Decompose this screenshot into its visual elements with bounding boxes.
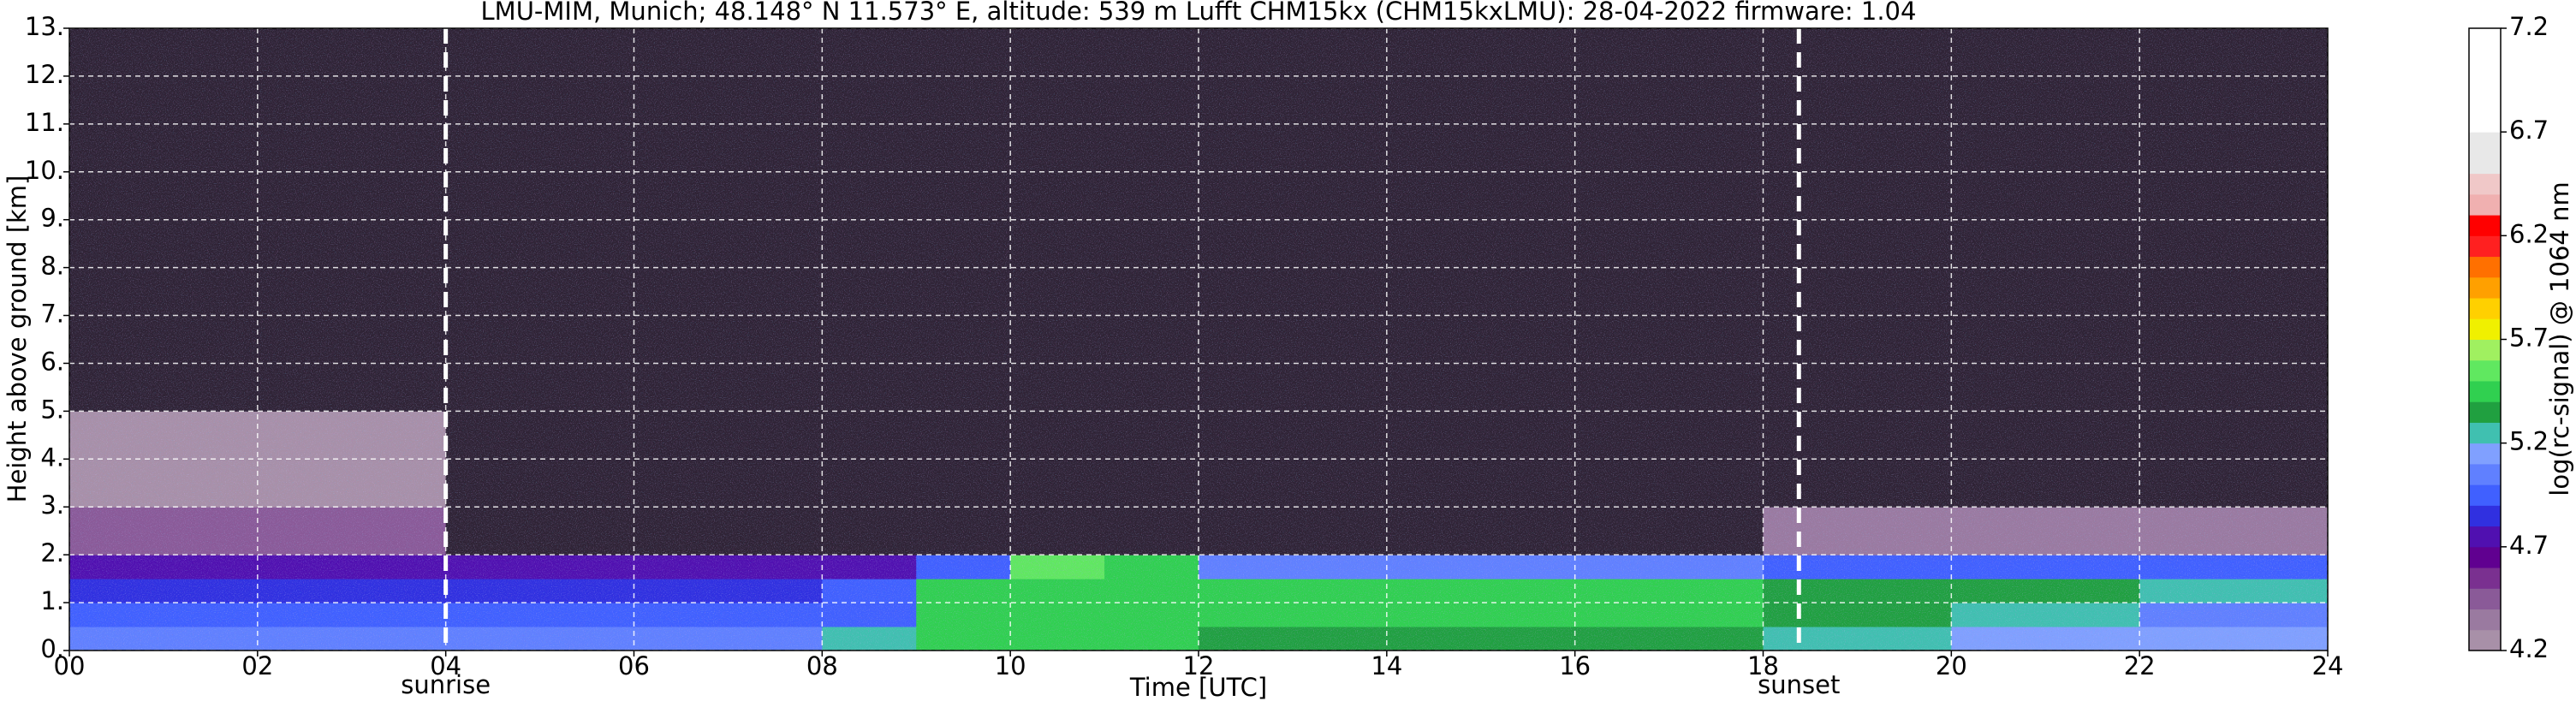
- colorbar-tick-label: 6.2: [2509, 219, 2549, 248]
- colorbar-segment: [2469, 463, 2501, 485]
- colorbar-segment: [2469, 193, 2501, 216]
- colorbar-tick-label: 7.2: [2509, 12, 2549, 41]
- colorbar-tick-label: 4.2: [2509, 634, 2549, 663]
- colorbar-segment: [2469, 567, 2501, 589]
- y-tick-label: 2.: [40, 538, 64, 567]
- event-label: sunset: [1758, 670, 1840, 699]
- x-tick-label: 08: [806, 651, 838, 680]
- colorbar-segment: [2469, 401, 2501, 423]
- colorbar-segment: [2469, 629, 2501, 651]
- colorbar-tick-label: 5.7: [2509, 324, 2549, 353]
- colorbar-segment: [2469, 28, 2501, 50]
- colorbar-segment: [2469, 359, 2501, 382]
- colorbar-segment: [2469, 609, 2501, 631]
- colorbar-segment: [2469, 380, 2501, 402]
- colorbar-segment: [2469, 298, 2501, 319]
- colorbar-segment: [2469, 422, 2501, 444]
- colorbar-segment: [2469, 132, 2501, 153]
- colorbar-segment: [2469, 110, 2501, 133]
- colorbar-segment: [2469, 152, 2501, 175]
- x-tick-label: 20: [1936, 651, 1967, 680]
- x-tick-label: 12: [1183, 651, 1215, 680]
- x-tick-label: 02: [241, 651, 273, 680]
- colorbar-segment: [2469, 318, 2501, 340]
- y-tick-label: 9.: [40, 204, 64, 233]
- colorbar-tick-label: 4.7: [2509, 531, 2549, 560]
- y-tick-label: 10.: [25, 156, 64, 185]
- y-tick-label: 3.: [40, 490, 64, 520]
- x-tick-label: 04: [430, 651, 461, 680]
- colorbar-segment: [2469, 588, 2501, 610]
- colorbar-segment: [2469, 526, 2501, 548]
- y-tick-label: 1.: [40, 586, 64, 615]
- x-tick-label: 10: [995, 651, 1026, 680]
- y-tick-label: 11.: [25, 108, 64, 137]
- x-tick-label: 22: [2124, 651, 2156, 680]
- colorbar-segment: [2469, 256, 2501, 278]
- colorbar-segment: [2469, 69, 2501, 92]
- chart-title: LMU-MIM, Munich; 48.148° N 11.573° E, al…: [481, 0, 1917, 26]
- colorbar-segment: [2469, 484, 2501, 506]
- colorbar-segment: [2469, 215, 2501, 236]
- colorbar-segment: [2469, 49, 2501, 70]
- y-tick-label: 4.: [40, 443, 64, 472]
- colorbar-segment: [2469, 339, 2501, 361]
- colorbar-segment: [2469, 505, 2501, 527]
- colorbar-segment: [2469, 235, 2501, 258]
- colorbar-label: log(rc-signal) @ 1064 nm: [2545, 181, 2574, 496]
- colorbar-segment: [2469, 546, 2501, 568]
- y-tick-label: 7.: [40, 300, 64, 329]
- y-tick-label: 5.: [40, 395, 64, 424]
- y-axis-label: Height above ground [km]: [3, 175, 32, 503]
- plot-frame: [68, 27, 2329, 651]
- colorbar-tick-label: 5.2: [2509, 427, 2549, 456]
- x-tick-label: 24: [2312, 651, 2344, 680]
- colorbar-segment: [2469, 173, 2501, 195]
- colorbar-tick-label: 6.7: [2509, 116, 2549, 145]
- x-tick-label: 18: [1747, 651, 1779, 680]
- x-tick-label: 16: [1559, 651, 1591, 680]
- colorbar-segment: [2469, 90, 2501, 112]
- colorbar-segment: [2469, 443, 2501, 465]
- y-tick-label: 12.: [25, 60, 64, 89]
- x-tick-label: 00: [54, 651, 86, 680]
- y-tick-label: 8.: [40, 252, 64, 281]
- y-tick-label: 6.: [40, 347, 64, 376]
- x-axis-label: Time [UTC]: [1129, 673, 1267, 702]
- y-tick-label: 0.: [40, 634, 64, 663]
- x-tick-label: 06: [618, 651, 650, 680]
- event-label: sunrise: [401, 670, 491, 699]
- y-tick-label: 13.: [25, 12, 64, 41]
- colorbar-segment: [2469, 276, 2501, 299]
- x-tick-label: 14: [1371, 651, 1402, 680]
- overlay: 00 02 04 06 08 10 12 14 16 18 20 22 24 0. 1. 2. 3. 4. 5. 6.…: [25, 12, 2549, 699]
